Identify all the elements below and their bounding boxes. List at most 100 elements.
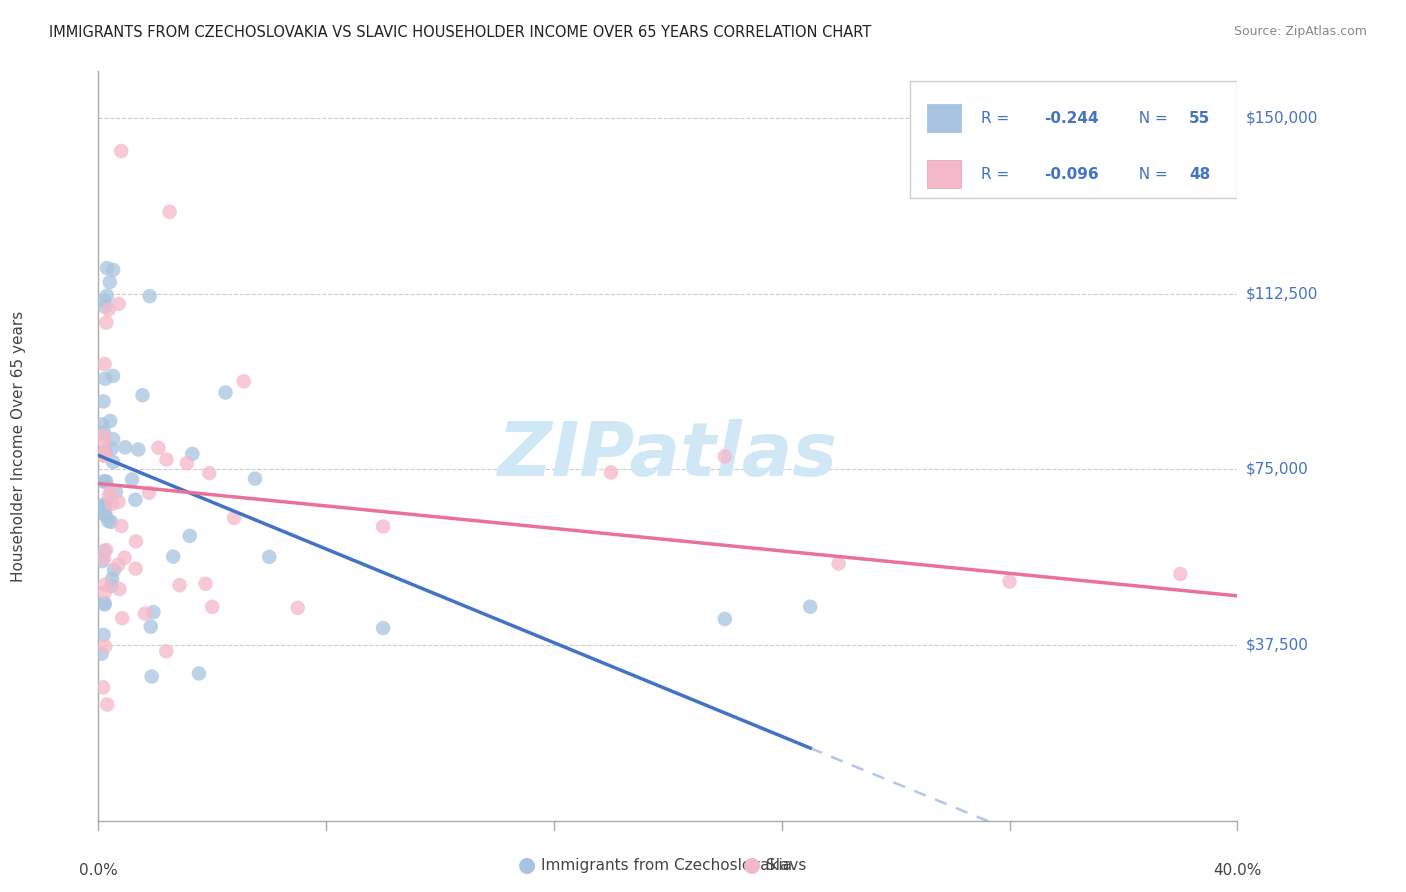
Point <box>141 669 163 683</box>
Point <box>194 576 217 591</box>
Point <box>94 475 117 489</box>
Point <box>148 441 170 455</box>
Point <box>714 612 737 626</box>
Point <box>108 297 131 311</box>
Point <box>110 144 132 158</box>
Point <box>97 514 120 528</box>
Point <box>91 417 114 432</box>
Point <box>188 666 211 681</box>
Point <box>97 489 120 503</box>
Point <box>131 388 153 402</box>
Point <box>110 519 132 533</box>
Point <box>93 357 115 371</box>
Text: $37,500: $37,500 <box>1246 638 1309 653</box>
Point <box>91 554 114 568</box>
Point <box>998 574 1021 589</box>
Point <box>127 442 149 457</box>
Point <box>93 449 115 463</box>
Point <box>94 444 117 458</box>
Text: N =: N = <box>1129 111 1173 126</box>
Point <box>107 558 129 572</box>
Point <box>155 644 177 658</box>
Point <box>94 640 117 654</box>
Point <box>98 414 121 428</box>
Point <box>101 455 124 469</box>
Text: 48: 48 <box>1189 167 1211 182</box>
Text: Source: ZipAtlas.com: Source: ZipAtlas.com <box>1233 25 1367 38</box>
Point <box>100 442 122 456</box>
Point <box>155 452 177 467</box>
Point <box>98 275 121 289</box>
Point <box>91 498 114 512</box>
Point <box>600 466 623 480</box>
Point <box>121 472 143 486</box>
Point <box>198 466 221 480</box>
Point <box>103 563 125 577</box>
Point <box>124 492 146 507</box>
Text: -0.096: -0.096 <box>1043 167 1098 182</box>
Point <box>169 578 191 592</box>
Point <box>107 495 129 509</box>
Point <box>373 621 395 635</box>
Text: $112,500: $112,500 <box>1246 286 1319 301</box>
Point <box>114 441 136 455</box>
Point <box>828 557 851 571</box>
Point <box>222 511 245 525</box>
Point <box>139 620 162 634</box>
Point <box>93 544 115 558</box>
FancyBboxPatch shape <box>927 161 962 188</box>
Text: Slavs: Slavs <box>766 858 807 872</box>
Point <box>259 549 281 564</box>
Point <box>159 205 181 219</box>
Point <box>101 432 124 446</box>
Text: R =: R = <box>981 167 1014 182</box>
Point <box>101 368 124 383</box>
Point <box>96 289 118 303</box>
Point <box>179 529 201 543</box>
Point <box>93 628 115 642</box>
Point <box>125 534 148 549</box>
Point <box>90 647 112 661</box>
Point <box>94 499 117 513</box>
Text: Immigrants from Czechoslovakia: Immigrants from Czechoslovakia <box>541 858 793 872</box>
Point <box>93 551 115 566</box>
Point <box>94 445 117 459</box>
Point <box>124 561 146 575</box>
Point <box>181 447 204 461</box>
Point <box>101 572 124 586</box>
Point <box>138 289 160 303</box>
Text: 0.0%: 0.0% <box>79 863 118 878</box>
Text: IMMIGRANTS FROM CZECHOSLOVAKIA VS SLAVIC HOUSEHOLDER INCOME OVER 65 YEARS CORREL: IMMIGRANTS FROM CZECHOSLOVAKIA VS SLAVIC… <box>49 25 872 40</box>
Point <box>93 293 115 308</box>
Text: -0.244: -0.244 <box>1043 111 1098 126</box>
Point <box>94 508 117 523</box>
Point <box>96 316 118 330</box>
Text: ●: ● <box>519 855 536 875</box>
Text: R =: R = <box>981 111 1014 126</box>
Point <box>93 394 115 409</box>
Point <box>287 600 309 615</box>
Point <box>714 450 737 464</box>
Point <box>94 300 117 314</box>
Point <box>100 485 122 500</box>
Point <box>114 550 136 565</box>
Point <box>94 543 117 558</box>
Point <box>104 484 127 499</box>
Text: $75,000: $75,000 <box>1246 462 1309 477</box>
Point <box>373 519 395 533</box>
Text: N =: N = <box>1129 167 1173 182</box>
Point <box>101 497 124 511</box>
Text: 40.0%: 40.0% <box>1213 863 1261 878</box>
Text: ZIPatlas: ZIPatlas <box>498 419 838 491</box>
Text: Householder Income Over 65 years: Householder Income Over 65 years <box>11 310 27 582</box>
Point <box>94 475 117 489</box>
Point <box>93 596 115 610</box>
Text: $150,000: $150,000 <box>1246 111 1319 126</box>
Point <box>93 449 115 463</box>
Point <box>93 475 115 489</box>
Point <box>93 425 115 440</box>
Point <box>93 435 115 450</box>
Point <box>232 374 254 388</box>
Point <box>96 261 118 276</box>
Point <box>96 698 118 712</box>
